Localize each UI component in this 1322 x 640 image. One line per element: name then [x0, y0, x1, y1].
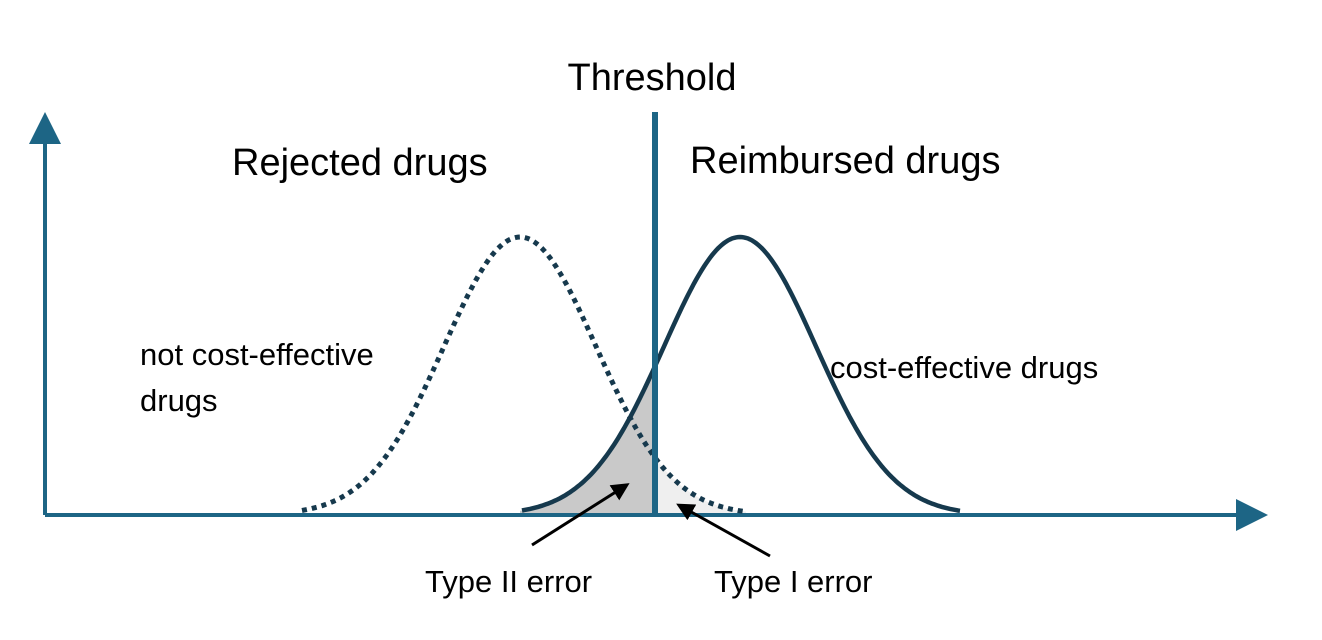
type2-arrow — [531, 483, 630, 547]
curve-label: cost-effective drugs — [830, 350, 1098, 385]
region-label: Reimbursed drugs — [690, 140, 1000, 182]
type1-area — [656, 458, 746, 515]
curve-label: not cost-effective — [140, 337, 374, 372]
not-cost-effective-curve — [301, 234, 747, 515]
type1-arrow — [676, 503, 771, 558]
region-label: Rejected drugs — [232, 142, 488, 184]
cost-effective-curve — [521, 234, 961, 514]
error-areas — [520, 368, 746, 515]
error-label: Type II error — [425, 564, 592, 599]
curve-label: drugs — [140, 383, 218, 418]
threshold-label: Threshold — [568, 57, 737, 99]
type2-area — [520, 368, 654, 515]
error-label: Type I error — [714, 564, 873, 599]
